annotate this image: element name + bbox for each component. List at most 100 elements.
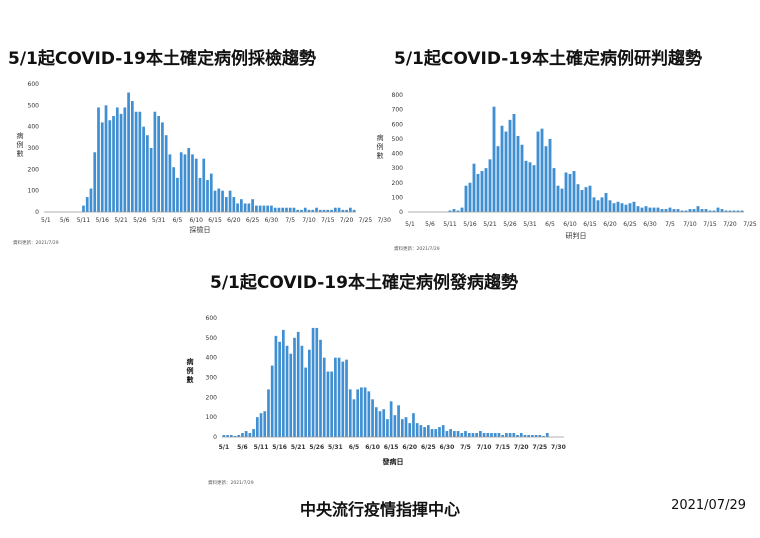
bar	[304, 367, 307, 437]
update-note: 資料更新：2021/7/29	[208, 481, 254, 486]
y-tick-label: 300	[392, 165, 404, 172]
x-tick-label: 7/25	[532, 444, 547, 451]
bar	[636, 206, 640, 212]
bar	[179, 152, 183, 212]
bar	[198, 177, 202, 212]
bar	[668, 207, 672, 212]
bar	[490, 433, 493, 437]
bar	[123, 107, 127, 212]
x-axis-label: 採檢日	[190, 225, 211, 234]
bar	[233, 436, 237, 437]
bar	[482, 433, 486, 437]
bar	[146, 135, 149, 212]
bar	[624, 204, 628, 212]
y-tick-label: 200	[206, 394, 218, 401]
bar	[356, 389, 360, 437]
bar	[341, 361, 345, 437]
x-tick-label: 5/11	[254, 444, 269, 451]
x-tick-label: 6/20	[227, 217, 241, 224]
bar	[540, 128, 544, 212]
bar	[119, 113, 123, 212]
bar	[172, 167, 176, 212]
bar	[460, 433, 464, 437]
bar	[415, 423, 419, 437]
bar	[326, 209, 330, 212]
bar	[523, 435, 527, 437]
bar	[221, 190, 224, 212]
bar	[262, 205, 266, 212]
x-tick-label: 7/10	[302, 217, 316, 224]
x-tick-label: 5/21	[291, 444, 306, 451]
bar	[460, 207, 464, 212]
bar	[382, 409, 386, 437]
bar	[266, 205, 270, 212]
x-tick-label: 5/16	[96, 217, 110, 224]
bar	[486, 433, 490, 437]
bar	[142, 126, 145, 212]
bar	[337, 357, 341, 437]
bar	[456, 431, 460, 437]
bar	[352, 209, 356, 212]
bar	[104, 105, 108, 212]
x-tick-label: 6/25	[246, 217, 260, 224]
chart-diagnosis: 0 100 200 300 400 500 600 700 800 5/1 5/6 5/11 5/16 5…	[377, 92, 757, 240]
y-tick-label: 300	[206, 375, 218, 382]
bar	[449, 429, 452, 437]
bar	[419, 425, 423, 437]
bar	[300, 345, 304, 437]
bar	[692, 209, 696, 212]
x-tick-label: 5/31	[523, 221, 537, 228]
bar	[217, 188, 221, 212]
bar	[736, 210, 740, 212]
bar	[616, 201, 620, 212]
bar	[112, 116, 115, 212]
bar	[244, 431, 248, 437]
bar	[315, 207, 318, 212]
bar	[716, 207, 720, 212]
bar	[319, 339, 322, 437]
bar	[438, 427, 441, 437]
y-tick-label: 500	[392, 136, 404, 143]
bar	[672, 209, 676, 212]
x-tick-label: 5/6	[237, 444, 248, 451]
bar	[226, 435, 229, 437]
bar	[467, 433, 471, 437]
bar	[330, 209, 333, 212]
bar	[311, 327, 315, 437]
bar	[270, 205, 273, 212]
bar	[247, 203, 251, 212]
bar	[724, 210, 728, 212]
x-tick-label: 6/15	[208, 217, 222, 224]
bar	[82, 205, 85, 212]
bar	[183, 154, 187, 212]
y-axis-label: 病例數	[377, 133, 384, 160]
bar	[484, 168, 488, 213]
bar	[285, 207, 288, 212]
bar	[620, 203, 624, 212]
bar	[572, 171, 576, 212]
bar	[536, 131, 540, 212]
x-tick-label: 6/5	[173, 217, 183, 224]
bar	[728, 210, 732, 212]
x-tick-label: 5/31	[328, 444, 343, 451]
bar	[224, 197, 228, 212]
bar	[588, 185, 592, 212]
bar	[157, 116, 161, 212]
bar	[680, 210, 684, 212]
x-axis-label: 發病日	[382, 457, 404, 466]
bar	[168, 154, 172, 212]
bar	[441, 425, 445, 437]
bar	[453, 431, 456, 437]
bar	[138, 111, 142, 212]
bar	[648, 207, 652, 212]
y-tick-label: 100	[392, 194, 404, 201]
bar	[255, 205, 258, 212]
bar	[318, 209, 322, 212]
chart-onset: 0 100 200 300 400 500 600 5/1 5/6 5/11 5/16 5/21 5/2…	[187, 315, 566, 466]
bar	[644, 206, 648, 212]
bar	[488, 159, 492, 212]
y-tick-label: 400	[392, 151, 404, 158]
x-tick-label: 7/25	[359, 217, 373, 224]
bar	[456, 210, 460, 212]
bar	[240, 199, 243, 212]
